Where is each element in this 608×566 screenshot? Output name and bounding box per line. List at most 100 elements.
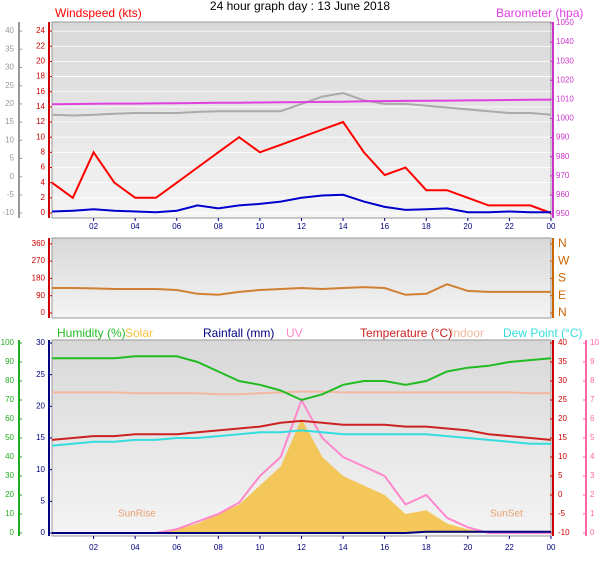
y-tick-label: 0: [558, 490, 563, 499]
annotation: SunRise: [118, 509, 156, 520]
x-tick-label: 18: [422, 543, 431, 552]
x-tick-label: 06: [172, 222, 181, 231]
x-tick-label: 22: [505, 222, 514, 231]
y-tick-label: N: [558, 236, 567, 250]
y-tick-label: 30: [5, 63, 14, 72]
y-tick-label: 24: [36, 26, 45, 35]
x-tick-label: 18: [422, 222, 431, 231]
y-tick-label: 40: [558, 338, 567, 347]
y-tick-label: 950: [556, 209, 570, 218]
y-tick-label: 10: [5, 509, 14, 518]
y-tick-label: 18: [36, 72, 45, 81]
y-tick-label: -5: [558, 509, 566, 518]
x-tick-label: 22: [505, 543, 514, 552]
series-line: [51, 419, 552, 441]
x-tick-label: 16: [380, 222, 389, 231]
y-tick-label: 90: [5, 357, 14, 366]
y-tick-label: 15: [558, 433, 567, 442]
x-tick-label: 16: [380, 543, 389, 552]
y-tick-label: 1050: [556, 18, 574, 27]
x-tick-label: 20: [463, 543, 472, 552]
legend-label: Indoor: [450, 326, 484, 340]
y-tick-label: S: [558, 271, 566, 285]
y-tick-label: E: [558, 288, 566, 302]
y-tick-label: 20: [5, 99, 14, 108]
y-tick-label: 5: [10, 154, 15, 163]
series-line: [51, 98, 552, 106]
legend-label: Solar: [125, 326, 153, 340]
y-tick-label: 16: [36, 87, 45, 96]
y-tick-label: 10: [36, 465, 45, 474]
y-tick-label: 22: [36, 41, 45, 50]
x-tick-label: 00: [547, 222, 556, 231]
y-tick-label: 4: [590, 452, 595, 461]
y-tick-label: 4: [41, 178, 46, 187]
x-tick-label: 14: [339, 543, 348, 552]
y-tick-label: 1010: [556, 95, 574, 104]
y-tick-label: 0: [590, 528, 595, 537]
y-tick-label: 2: [41, 193, 46, 202]
y-tick-label: 3: [590, 471, 595, 480]
y-tick-label: 1030: [556, 56, 574, 65]
x-tick-label: 12: [297, 222, 306, 231]
y-tick-label: 0: [10, 528, 15, 537]
y-tick-label: 14: [36, 102, 45, 111]
y-tick-label: 100: [1, 338, 15, 347]
x-tick-label: 02: [89, 222, 98, 231]
y-tick-label: 40: [5, 26, 14, 35]
x-tick-label: 04: [131, 543, 140, 552]
x-tick-label: 10: [255, 543, 264, 552]
x-tick-label: 12: [297, 543, 306, 552]
series-line: [51, 91, 552, 117]
y-tick-label: N: [558, 305, 567, 319]
legend-label: UV: [286, 326, 303, 340]
series-line: [52, 283, 551, 296]
y-tick-label: 25: [5, 81, 14, 90]
y-tick-label: 35: [5, 44, 14, 53]
y-tick-label: 15: [5, 117, 14, 126]
y-tick-label: 0: [10, 172, 15, 181]
series-line: [52, 390, 551, 396]
y-tick-label: 40: [5, 452, 14, 461]
series-line: [52, 355, 552, 402]
plot-background: [51, 21, 552, 219]
series-line: [52, 530, 551, 534]
x-tick-label: 08: [214, 222, 223, 231]
y-tick-label: 15: [36, 433, 45, 442]
y-tick-label: 0: [41, 528, 46, 537]
y-tick-label: 7: [590, 395, 595, 404]
y-tick-label: 20: [5, 490, 14, 499]
legend-label: Dew Point (°C): [503, 326, 582, 340]
x-tick-label: 20: [463, 222, 472, 231]
y-tick-label: 1020: [556, 75, 574, 84]
y-tick-label: 50: [5, 433, 14, 442]
y-tick-label: 180: [32, 274, 46, 283]
x-tick-label: 00: [547, 543, 556, 552]
y-tick-label: 10: [5, 135, 14, 144]
y-tick-label: 6: [590, 414, 595, 423]
x-tick-label: 04: [131, 222, 140, 231]
legend-label: Temperature (°C): [360, 326, 452, 340]
y-tick-label: 25: [558, 395, 567, 404]
x-tick-label: 06: [172, 543, 181, 552]
y-tick-label: 8: [590, 376, 595, 385]
series-line: [51, 120, 552, 214]
y-tick-label: 2: [590, 490, 595, 499]
series-line: [51, 429, 551, 447]
y-tick-label: 10: [590, 338, 599, 347]
y-tick-label: 5: [590, 433, 595, 442]
series-line: [51, 193, 551, 214]
annotation: SunSet: [490, 509, 523, 520]
series-area: [52, 419, 551, 533]
y-tick-label: 1040: [556, 37, 574, 46]
y-tick-label: 1: [590, 509, 595, 518]
y-tick-label: 9: [590, 357, 595, 366]
y-tick-label: 5: [41, 496, 46, 505]
y-tick-label: 35: [558, 357, 567, 366]
y-tick-label: 5: [558, 471, 563, 480]
y-tick-label: 12: [36, 117, 45, 126]
y-tick-label: 1000: [556, 114, 574, 123]
chart-title: 24 hour graph day : 13 June 2018: [210, 0, 390, 13]
y-tick-label: -10: [558, 528, 570, 537]
